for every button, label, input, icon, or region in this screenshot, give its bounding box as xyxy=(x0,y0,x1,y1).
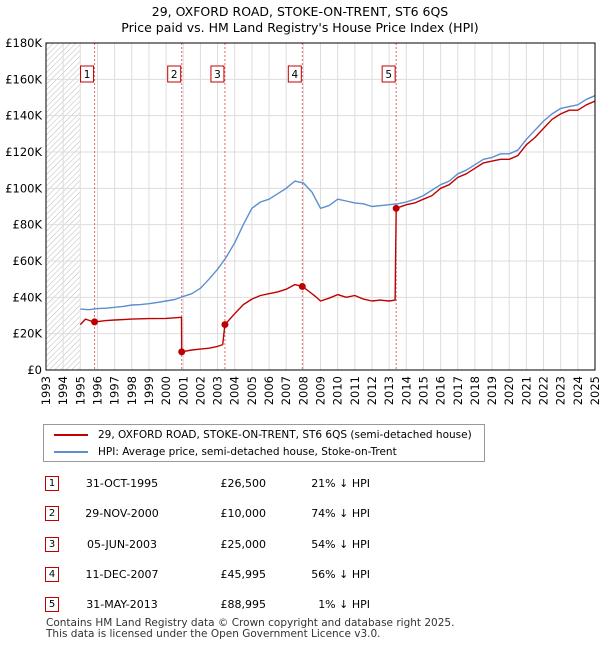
sale-label-box xyxy=(381,65,396,83)
y-tick-label: £60K xyxy=(13,254,43,268)
transaction-hpi-diff: 21% ↓ HPI xyxy=(311,477,370,490)
transaction-row-4: 4 11-DEC-2007 £45,995 56% ↓ HPI xyxy=(0,565,600,585)
x-tick-label: 2017 xyxy=(451,376,465,405)
legend-label-price-paid: 29, OXFORD ROAD, STOKE-ON-TRENT, ST6 6QS… xyxy=(98,429,472,441)
x-tick-label: 2021 xyxy=(519,376,533,405)
sale-label-number: 4 xyxy=(291,69,298,81)
y-tick-label: £20K xyxy=(13,327,43,341)
y-tick-label: £100K xyxy=(5,181,42,195)
transaction-date: 31-OCT-1995 xyxy=(85,477,159,490)
legend-item-hpi: HPI: Average price, semi-detached house,… xyxy=(54,444,397,460)
sale-point xyxy=(178,348,186,356)
x-tick-label: 2007 xyxy=(279,376,293,405)
footer-licence: This data is licensed under the Open Gov… xyxy=(46,628,381,640)
x-tick-label: 2025 xyxy=(588,376,600,405)
sale-label-box xyxy=(167,65,182,83)
transaction-number-badge: 3 xyxy=(45,537,59,552)
transaction-date: 29-NOV-2000 xyxy=(85,507,159,520)
transaction-row-1: 1 31-OCT-1995 £26,500 21% ↓ HPI xyxy=(0,474,600,494)
x-tick-label: 2001 xyxy=(176,376,190,405)
x-tick-label: 2009 xyxy=(314,376,328,405)
y-tick-label: £120K xyxy=(5,145,42,159)
y-tick-label: £160K xyxy=(5,72,42,86)
x-tick-label: 1993 xyxy=(39,376,53,405)
y-tick-label: £180K xyxy=(5,36,42,50)
transaction-row-2: 2 29-NOV-2000 £10,000 74% ↓ HPI xyxy=(0,504,600,524)
x-tick-label: 2003 xyxy=(211,376,225,405)
x-tick-label: 1999 xyxy=(142,376,156,405)
sale-label-number: 3 xyxy=(214,69,221,81)
x-tick-label: 2015 xyxy=(416,376,430,405)
sale-point xyxy=(221,321,229,329)
plot-frame xyxy=(45,42,596,371)
x-tick-label: 2004 xyxy=(228,376,242,405)
x-tick-label: 2023 xyxy=(554,376,568,405)
transaction-number-badge: 2 xyxy=(45,506,59,521)
sale-point xyxy=(91,318,99,326)
transaction-hpi-diff: 54% ↓ HPI xyxy=(311,538,370,551)
x-tick-label: 2022 xyxy=(537,376,551,405)
y-tick-label: £40K xyxy=(13,290,43,304)
x-tick-label: 2005 xyxy=(245,376,259,405)
transaction-number-badge: 1 xyxy=(45,476,59,491)
footer-copyright: Contains HM Land Registry data © Crown c… xyxy=(46,617,455,629)
sale-label-box xyxy=(210,65,225,83)
sale-label-number: 5 xyxy=(385,69,392,81)
footer: Contains HM Land Registry data © Crown c… xyxy=(46,618,454,640)
x-tick-label: 2006 xyxy=(262,376,276,405)
transaction-row-5: 5 31-MAY-2013 £88,995 1% ↓ HPI xyxy=(0,595,600,615)
transaction-price: £45,995 xyxy=(220,568,267,581)
transaction-hpi-diff: 56% ↓ HPI xyxy=(311,568,370,581)
y-tick-label: £80K xyxy=(13,218,43,232)
legend: 29, OXFORD ROAD, STOKE-ON-TRENT, ST6 6QS… xyxy=(43,424,485,462)
x-tick-label: 2000 xyxy=(159,376,173,405)
sale-label-box xyxy=(287,65,302,83)
x-tick-label: 2002 xyxy=(193,376,207,405)
y-tick-label: £140K xyxy=(5,109,42,123)
legend-label-hpi: HPI: Average price, semi-detached house,… xyxy=(98,446,397,458)
sale-label-number: 1 xyxy=(84,69,91,81)
x-tick-label: 1994 xyxy=(56,376,70,405)
x-tick-label: 2019 xyxy=(485,376,499,405)
x-tick-label: 2010 xyxy=(331,376,345,405)
chart-title: 29, OXFORD ROAD, STOKE-ON-TRENT, ST6 6QS xyxy=(151,4,449,19)
legend-swatch-blue xyxy=(54,451,88,453)
transaction-price: £25,000 xyxy=(220,538,267,551)
x-tick-label: 1998 xyxy=(125,376,139,405)
x-tick-label: 2024 xyxy=(571,376,585,405)
x-tick-label: 2013 xyxy=(382,376,396,405)
sale-point xyxy=(298,282,306,290)
transaction-date: 11-DEC-2007 xyxy=(85,568,159,581)
transaction-hpi-diff: 1% ↓ HPI xyxy=(318,598,370,611)
transaction-row-3: 3 05-JUN-2003 £25,000 54% ↓ HPI xyxy=(0,535,600,555)
transaction-date: 31-MAY-2013 xyxy=(86,598,158,611)
transaction-price: £88,995 xyxy=(220,598,267,611)
x-tick-label: 2014 xyxy=(399,376,413,405)
sale-label-box xyxy=(80,65,95,83)
transaction-hpi-diff: 74% ↓ HPI xyxy=(311,507,370,520)
transaction-number-badge: 4 xyxy=(45,567,59,582)
x-tick-label: 2011 xyxy=(348,376,362,405)
price-chart: £0 £20K £40K £60K £80K £100K £120K £140K £160K £1… xyxy=(5,36,600,405)
legend-swatch-red xyxy=(54,434,88,436)
x-tick-label: 2020 xyxy=(502,376,516,405)
x-tick-label: 1996 xyxy=(90,376,104,405)
sale-point xyxy=(392,204,400,212)
legend-item-price-paid: 29, OXFORD ROAD, STOKE-ON-TRENT, ST6 6QS… xyxy=(54,427,472,443)
chart-subtitle: Price paid vs. HM Land Registry's House … xyxy=(121,20,479,35)
x-tick-label: 1997 xyxy=(108,376,122,405)
x-tick-label: 2008 xyxy=(296,376,310,405)
hpi-line xyxy=(80,95,596,311)
transaction-date: 05-JUN-2003 xyxy=(86,538,158,551)
x-tick-label: 2012 xyxy=(365,376,379,405)
y-tick-label: £0 xyxy=(27,363,42,377)
x-tick-label: 2018 xyxy=(468,376,482,405)
x-tick-label: 2016 xyxy=(434,376,448,405)
x-tick-label: 1995 xyxy=(73,376,87,405)
transaction-number-badge: 5 xyxy=(45,597,59,612)
transaction-price: £10,000 xyxy=(220,507,267,520)
sale-label-number: 2 xyxy=(171,69,178,81)
transaction-price: £26,500 xyxy=(220,477,267,490)
